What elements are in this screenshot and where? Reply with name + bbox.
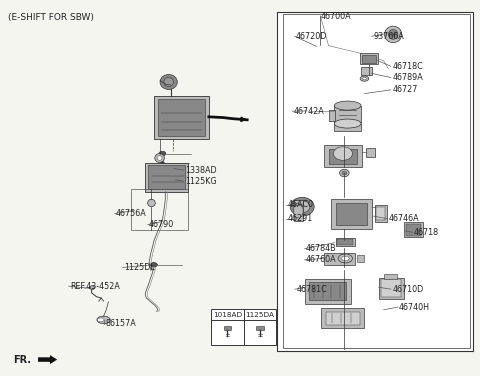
- Text: 46700A: 46700A: [321, 12, 351, 21]
- Bar: [376, 207, 385, 220]
- Bar: [357, 255, 364, 262]
- Ellipse shape: [388, 30, 398, 39]
- Text: 46720D: 46720D: [296, 32, 327, 41]
- Ellipse shape: [333, 147, 352, 160]
- Bar: [324, 253, 355, 265]
- Text: 86157A: 86157A: [105, 319, 136, 328]
- Text: 1125DA: 1125DA: [245, 312, 274, 318]
- Polygon shape: [38, 355, 57, 364]
- Bar: [336, 203, 367, 225]
- Text: 46784B: 46784B: [306, 244, 336, 253]
- Bar: [379, 277, 404, 299]
- Bar: [283, 14, 470, 348]
- Ellipse shape: [155, 153, 164, 162]
- Text: 46291: 46291: [288, 214, 313, 223]
- Ellipse shape: [295, 201, 310, 213]
- Ellipse shape: [342, 171, 347, 175]
- Bar: [336, 238, 355, 246]
- Bar: [256, 326, 264, 331]
- Text: 46746A: 46746A: [388, 214, 419, 223]
- Text: 46AC0: 46AC0: [288, 200, 314, 209]
- Bar: [157, 99, 205, 136]
- Bar: [310, 282, 346, 300]
- Ellipse shape: [160, 161, 164, 164]
- Text: 46718C: 46718C: [392, 62, 423, 71]
- Bar: [148, 165, 185, 190]
- Text: 1125DL: 1125DL: [124, 263, 155, 272]
- Ellipse shape: [360, 76, 369, 81]
- Bar: [305, 279, 350, 304]
- Text: 1338AD: 1338AD: [185, 165, 216, 174]
- Bar: [326, 312, 360, 325]
- Ellipse shape: [97, 316, 110, 324]
- Text: 46790: 46790: [149, 220, 174, 229]
- Ellipse shape: [160, 74, 177, 89]
- Ellipse shape: [338, 254, 352, 263]
- Bar: [366, 148, 375, 157]
- Ellipse shape: [157, 156, 162, 160]
- Bar: [224, 326, 231, 331]
- Ellipse shape: [290, 197, 314, 216]
- Ellipse shape: [334, 101, 361, 110]
- Bar: [324, 145, 362, 167]
- Text: 46727: 46727: [392, 85, 418, 94]
- Text: 46718: 46718: [413, 228, 438, 237]
- Bar: [361, 55, 376, 63]
- Bar: [145, 162, 188, 192]
- Text: 93766A: 93766A: [373, 32, 404, 41]
- Bar: [360, 53, 378, 64]
- Bar: [334, 106, 361, 131]
- Text: 1018AD: 1018AD: [213, 312, 242, 318]
- Text: (E-SHIFT FOR SBW): (E-SHIFT FOR SBW): [8, 13, 94, 22]
- Bar: [406, 224, 421, 236]
- Bar: [404, 223, 423, 238]
- Ellipse shape: [334, 119, 361, 128]
- Text: 46756A: 46756A: [116, 209, 146, 218]
- Ellipse shape: [384, 26, 402, 42]
- Text: 46710D: 46710D: [392, 285, 423, 294]
- Bar: [337, 239, 353, 245]
- Bar: [331, 199, 372, 229]
- Ellipse shape: [294, 203, 303, 218]
- Text: 46760A: 46760A: [306, 255, 336, 264]
- Text: 46740H: 46740H: [399, 303, 430, 312]
- Ellipse shape: [164, 77, 173, 86]
- Bar: [384, 274, 397, 279]
- Ellipse shape: [151, 262, 157, 267]
- Bar: [322, 308, 364, 329]
- Bar: [328, 110, 335, 121]
- Text: FR.: FR.: [12, 355, 31, 365]
- Text: 46781C: 46781C: [297, 285, 327, 294]
- Ellipse shape: [341, 256, 349, 261]
- Bar: [211, 309, 276, 344]
- Bar: [277, 12, 473, 351]
- Bar: [375, 205, 387, 222]
- Text: 46742A: 46742A: [294, 107, 324, 116]
- Text: 46789A: 46789A: [392, 73, 423, 82]
- Bar: [381, 279, 401, 297]
- Ellipse shape: [159, 151, 166, 156]
- Bar: [294, 200, 303, 221]
- Ellipse shape: [90, 286, 95, 290]
- Bar: [360, 67, 372, 75]
- Text: REF.43-452A: REF.43-452A: [70, 282, 120, 291]
- Bar: [132, 189, 188, 230]
- Bar: [328, 149, 357, 164]
- Bar: [154, 96, 209, 139]
- Ellipse shape: [97, 318, 104, 322]
- Text: 1125KG: 1125KG: [185, 177, 216, 186]
- Ellipse shape: [362, 77, 366, 80]
- Ellipse shape: [148, 199, 156, 207]
- Ellipse shape: [339, 169, 349, 177]
